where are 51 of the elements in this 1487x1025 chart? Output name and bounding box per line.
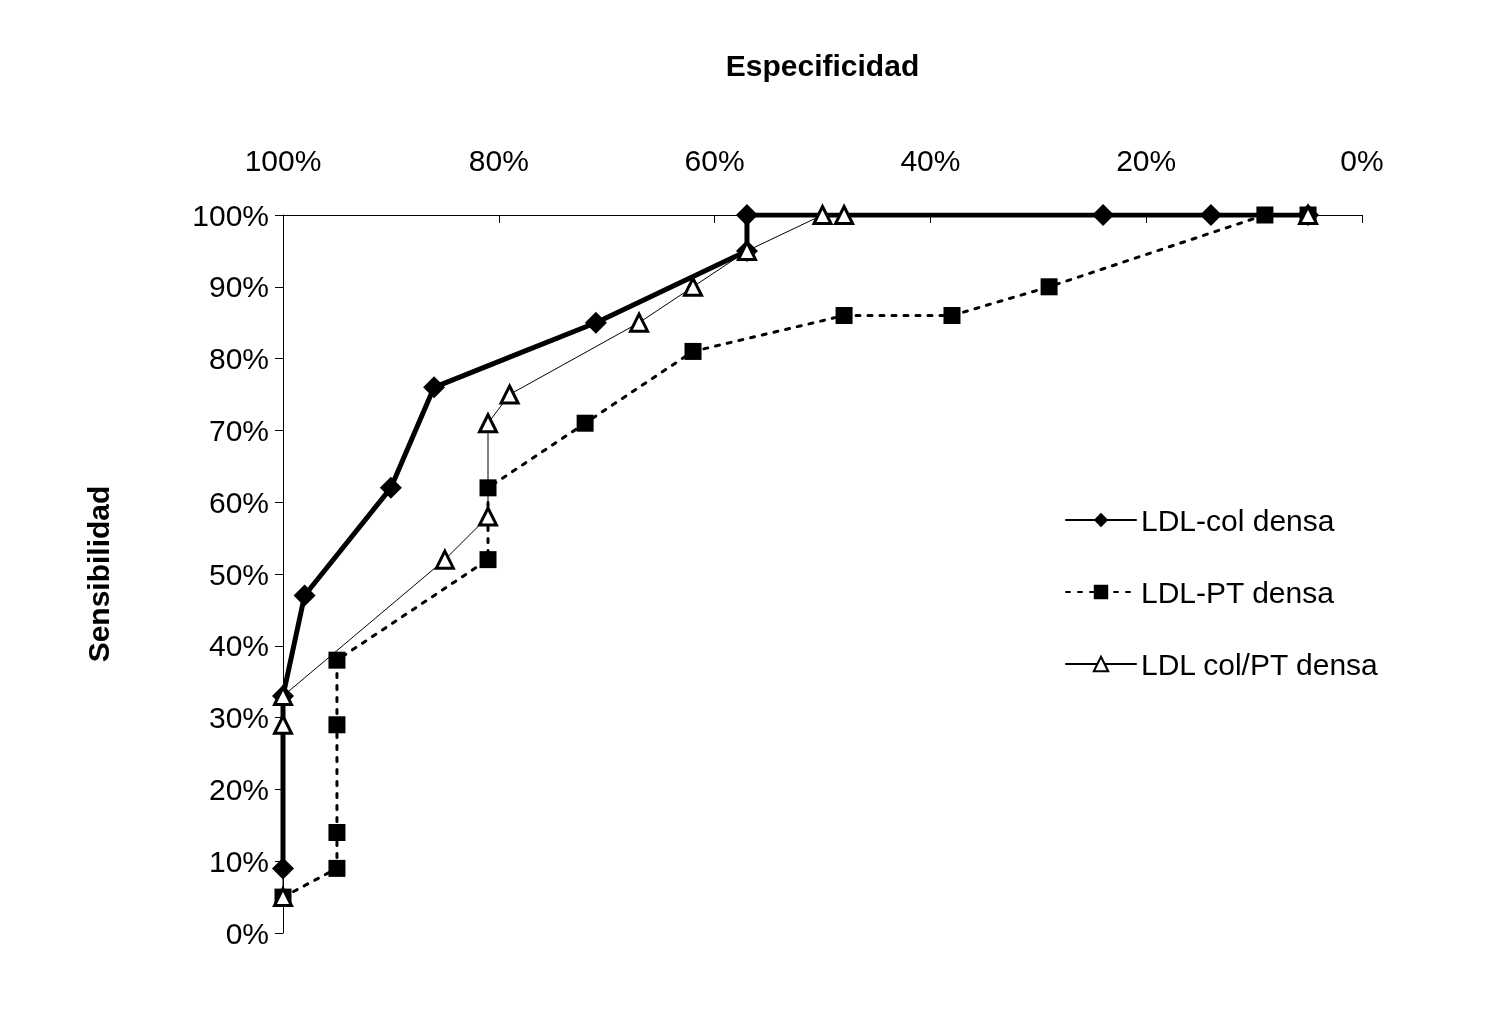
y-tick-label: 60% [208, 485, 269, 519]
point [423, 376, 446, 399]
point [479, 551, 497, 569]
point [478, 506, 499, 527]
point [328, 651, 346, 669]
point [943, 307, 961, 325]
point [1040, 278, 1058, 296]
point [479, 479, 497, 497]
point [273, 714, 293, 735]
point [835, 307, 853, 325]
legend-label: LDL-col densa [1141, 503, 1335, 537]
x-tick-label: 60% [684, 143, 745, 177]
y-tick-label: 80% [208, 342, 269, 376]
point [576, 414, 594, 432]
point [683, 276, 704, 297]
point [684, 342, 702, 360]
y-tick-label: 30% [208, 701, 269, 735]
legend-label: LDL col/PT densa [1141, 647, 1379, 681]
x-tick-label: 40% [900, 143, 961, 177]
y-tick-label: 10% [208, 844, 269, 878]
y-tick-label: 50% [208, 557, 269, 591]
point [328, 823, 346, 841]
point [328, 716, 346, 734]
point [1256, 206, 1274, 224]
point [584, 311, 607, 334]
point [499, 384, 520, 405]
y-tick-label: 100% [192, 198, 269, 232]
point [812, 205, 833, 225]
point [1092, 204, 1115, 226]
point [628, 310, 650, 333]
x-tick-label: 20% [1116, 143, 1177, 177]
y-tick-label: 90% [208, 270, 269, 304]
x-tick-label: 0% [1340, 143, 1384, 177]
y-tick-label: 20% [208, 772, 269, 806]
point [434, 547, 456, 570]
y-axis-title: Sensibilidad [81, 485, 115, 663]
point [478, 413, 499, 434]
point [293, 584, 316, 607]
point [1199, 204, 1222, 226]
point [834, 205, 855, 225]
x-axis-title: Especificidad [725, 48, 920, 82]
x-tick-label: 80% [468, 143, 529, 177]
point [379, 476, 402, 499]
x-tick-label: 100% [244, 143, 322, 177]
point [735, 204, 758, 226]
y-tick-label: 0% [225, 916, 269, 950]
legend-label: LDL-PT densa [1141, 575, 1335, 609]
point [272, 857, 294, 880]
y-tick-label: 40% [208, 629, 269, 663]
y-tick-label: 70% [208, 413, 269, 447]
point [328, 859, 346, 877]
